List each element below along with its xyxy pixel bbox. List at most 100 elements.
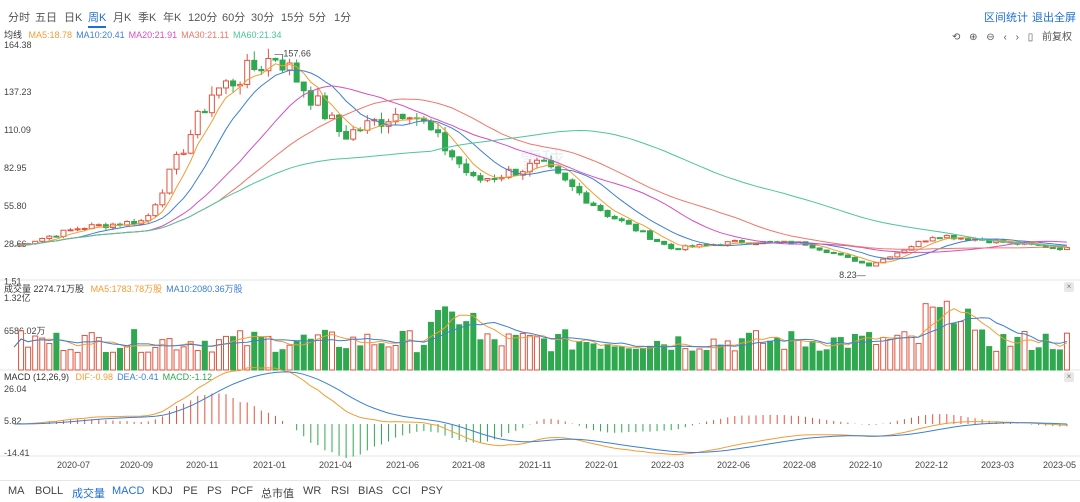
pause-icon[interactable]: ▯ — [1027, 32, 1034, 43]
indicator-tab-PE[interactable]: PE — [183, 485, 198, 497]
volume-bar — [957, 321, 964, 371]
volume-bar — [173, 349, 180, 371]
volume-bar — [1056, 349, 1063, 371]
close-macd-icon[interactable]: × — [1064, 372, 1074, 382]
macd-legend-item: DIF:-0.98 — [75, 372, 114, 382]
candle-body — [215, 87, 222, 96]
indicator-tab-总市值[interactable]: 总市值 — [261, 488, 294, 500]
indicator-tab-RSI[interactable]: RSI — [331, 485, 350, 497]
zoom-out-icon[interactable]: ⊖ — [986, 32, 995, 43]
undo-icon[interactable]: ⟲ — [951, 32, 961, 43]
macd-ytick: 26.04 — [4, 384, 27, 394]
volume-bar — [583, 342, 590, 371]
period-tab-10[interactable]: 15分 — [281, 12, 305, 24]
candle-body — [611, 215, 618, 220]
volume-bar — [731, 350, 738, 371]
indicator-tab-MA[interactable]: MA — [8, 485, 25, 497]
candle-body — [74, 228, 81, 231]
volume-bar — [208, 351, 215, 371]
x-axis-date: 2021-01 — [253, 460, 286, 470]
candle-body — [456, 156, 463, 165]
period-bar: 分时 五日 日K 周K 月K 季K 年K 120分 60分 30分 15分 5分 1分 — [0, 0, 1080, 28]
volume-bar — [795, 339, 802, 371]
indicator-tab-成交量[interactable]: 成交量 — [72, 488, 105, 500]
period-tab-11[interactable]: 5分 — [309, 12, 327, 24]
volume-bar — [908, 335, 915, 371]
prev-icon[interactable]: ‹ — [1003, 32, 1007, 43]
volume-bar — [357, 345, 364, 371]
period-tab-8[interactable]: 60分 — [222, 12, 246, 24]
indicator-tab-CCI[interactable]: CCI — [392, 485, 411, 497]
candle-body — [435, 129, 441, 134]
indicator-tab-WR[interactable]: WR — [303, 485, 322, 497]
candle-body — [894, 252, 901, 258]
candle-body — [859, 260, 865, 264]
indicator-tab-BOLL[interactable]: BOLL — [35, 485, 64, 497]
zoom-in-icon[interactable]: ⊕ — [969, 32, 978, 43]
volume-bar — [618, 346, 625, 371]
candle-body — [53, 235, 60, 238]
macd-ytick: -14.41 — [4, 448, 30, 458]
volume-bar — [251, 331, 258, 371]
volume-bar — [505, 333, 512, 371]
indicator-tab-MACD[interactable]: MACD — [112, 485, 145, 497]
volume-bar — [710, 338, 717, 371]
volume-bar — [668, 349, 675, 371]
price-ytick: 164.38 — [4, 40, 32, 50]
volume-bar — [562, 329, 569, 371]
volume-bar — [237, 330, 244, 371]
period-tab-7[interactable]: 120分 — [188, 12, 218, 24]
volume-bar — [632, 348, 639, 371]
x-axis-date: 2022-06 — [717, 460, 750, 470]
volume-bar — [1000, 334, 1007, 371]
candle-body — [809, 244, 816, 249]
period-tab-12[interactable]: 1分 — [334, 12, 352, 24]
indicator-tab-PCF[interactable]: PCF — [231, 485, 253, 497]
volume-bar — [314, 334, 321, 371]
candle-body — [180, 152, 187, 155]
volume-bar — [32, 335, 39, 371]
period-tab-5[interactable]: 季K — [138, 12, 157, 24]
candle-body — [661, 240, 668, 245]
volume-bar — [950, 323, 957, 371]
volume-bar — [321, 329, 328, 371]
next-icon[interactable]: › — [1015, 32, 1019, 43]
volume-bar — [81, 334, 88, 371]
adjust-toggle[interactable]: 前复权 — [1042, 32, 1072, 43]
candle-body — [668, 243, 675, 250]
period-tab-6[interactable]: 年K — [163, 12, 182, 24]
period-tab-2[interactable]: 日K — [64, 12, 83, 24]
candle-body — [873, 262, 880, 267]
volume-bar — [809, 341, 816, 371]
candle-body — [731, 239, 738, 243]
indicator-tab-BIAS[interactable]: BIAS — [358, 485, 384, 497]
indicator-tab-KDJ[interactable]: KDJ — [152, 485, 173, 497]
chart-toolbar: ⟲ ⊕ ⊖ ‹ › ▯ 前复权 — [946, 28, 1072, 43]
candle-body — [604, 209, 611, 217]
volume-bar — [159, 339, 166, 371]
ma-legend-item: MA10:20.41 — [76, 30, 125, 40]
indicator-tab-PSY[interactable]: PSY — [421, 485, 444, 497]
candle-body — [576, 186, 583, 194]
volume-bar — [435, 309, 441, 371]
indicator-tab-PS[interactable]: PS — [207, 485, 222, 497]
candle-body — [244, 59, 251, 85]
volume-bar — [880, 337, 887, 371]
volume-bar — [102, 352, 109, 371]
exit-fullscreen-link[interactable]: 退出全屏 — [1032, 12, 1076, 24]
period-tab-4[interactable]: 月K — [113, 12, 132, 24]
range-stats-link[interactable]: 区间统计 — [984, 12, 1028, 24]
close-volume-icon[interactable]: × — [1064, 282, 1074, 292]
volume-bar — [526, 334, 533, 371]
volume-ma-legend-item: MA10:2080.36万股 — [166, 284, 243, 294]
candle-body — [201, 110, 208, 114]
period-tab-1[interactable]: 五日 — [35, 12, 57, 24]
period-tab-9[interactable]: 30分 — [251, 12, 275, 24]
x-axis-date: 2020-11 — [186, 460, 218, 470]
period-tab-3[interactable]: 周K — [88, 9, 107, 28]
price-ytick: 28.66 — [4, 239, 27, 249]
volume-bar — [258, 336, 265, 371]
period-tab-0[interactable]: 分时 — [8, 12, 30, 24]
ma-legend-item: MA60:21.34 — [233, 30, 282, 40]
